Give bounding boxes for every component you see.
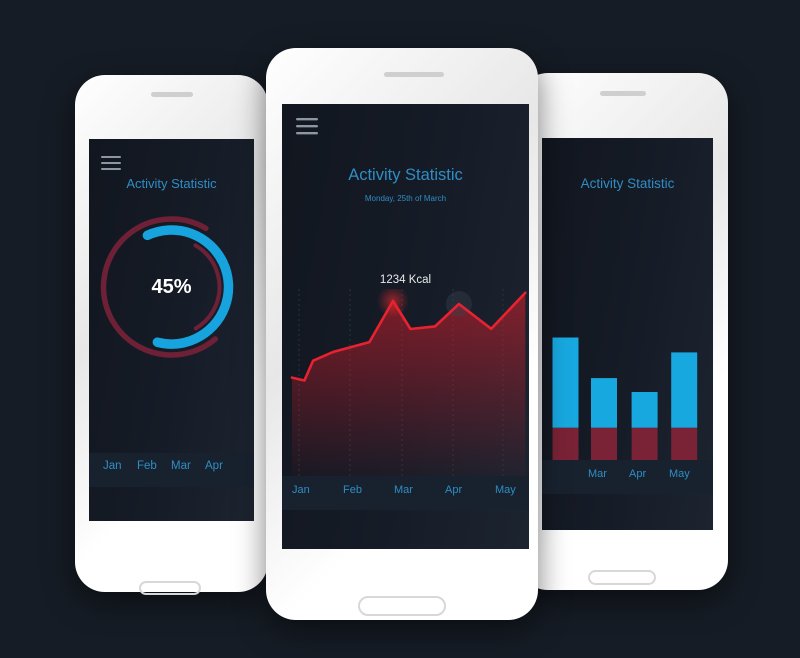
svg-text:45%: 45% (151, 276, 191, 298)
